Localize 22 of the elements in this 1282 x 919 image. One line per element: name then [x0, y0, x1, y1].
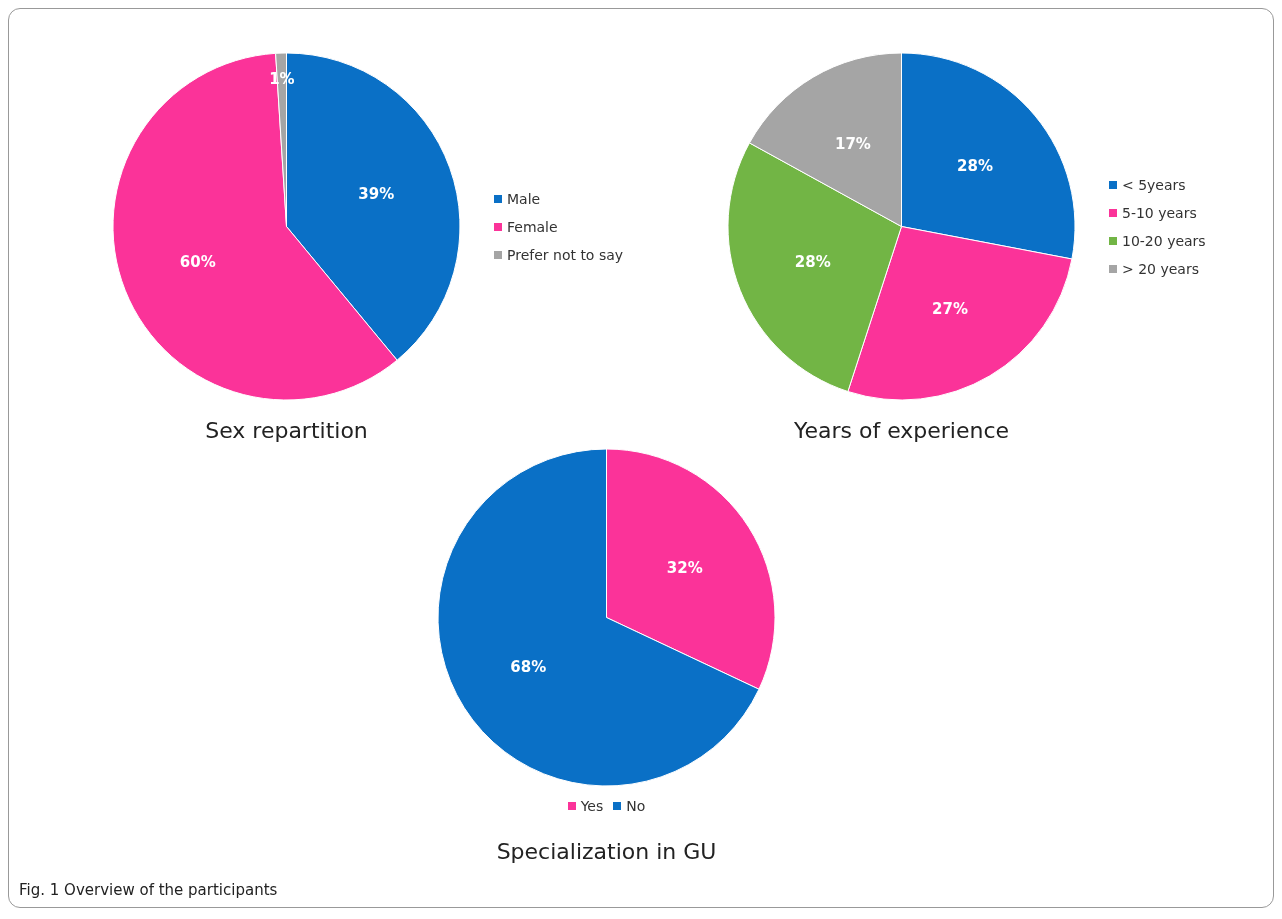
text: Specialization in GU: [495, 839, 718, 864]
data-label: 68%: [510, 658, 547, 677]
data-label: 28%: [794, 252, 831, 271]
data-label: 1%: [269, 70, 295, 89]
data-label: 28%: [957, 156, 993, 175]
legend-label: 5-10 years: [1122, 204, 1197, 221]
caption: Fig. 1 Overview of the participants: [19, 881, 278, 899]
data-label: 27%: [932, 299, 969, 318]
legend-label: Prefer not to say: [507, 246, 624, 263]
text: Years of experience: [792, 418, 1011, 443]
legend-label: 10-20 years: [1122, 232, 1206, 249]
legend-label: Male: [507, 190, 541, 207]
data-label: 39%: [358, 185, 395, 204]
data-label: 17%: [834, 135, 871, 154]
legend-label: Female: [507, 218, 558, 235]
text: Sex repartition: [204, 418, 369, 443]
legend-label: Yes: [580, 798, 604, 814]
legend-label: No: [626, 798, 646, 814]
data-label: 32%: [666, 558, 703, 577]
legend-label: > 20 years: [1122, 260, 1199, 277]
legend-label: < 5years: [1122, 176, 1186, 193]
data-label: 60%: [179, 252, 216, 271]
